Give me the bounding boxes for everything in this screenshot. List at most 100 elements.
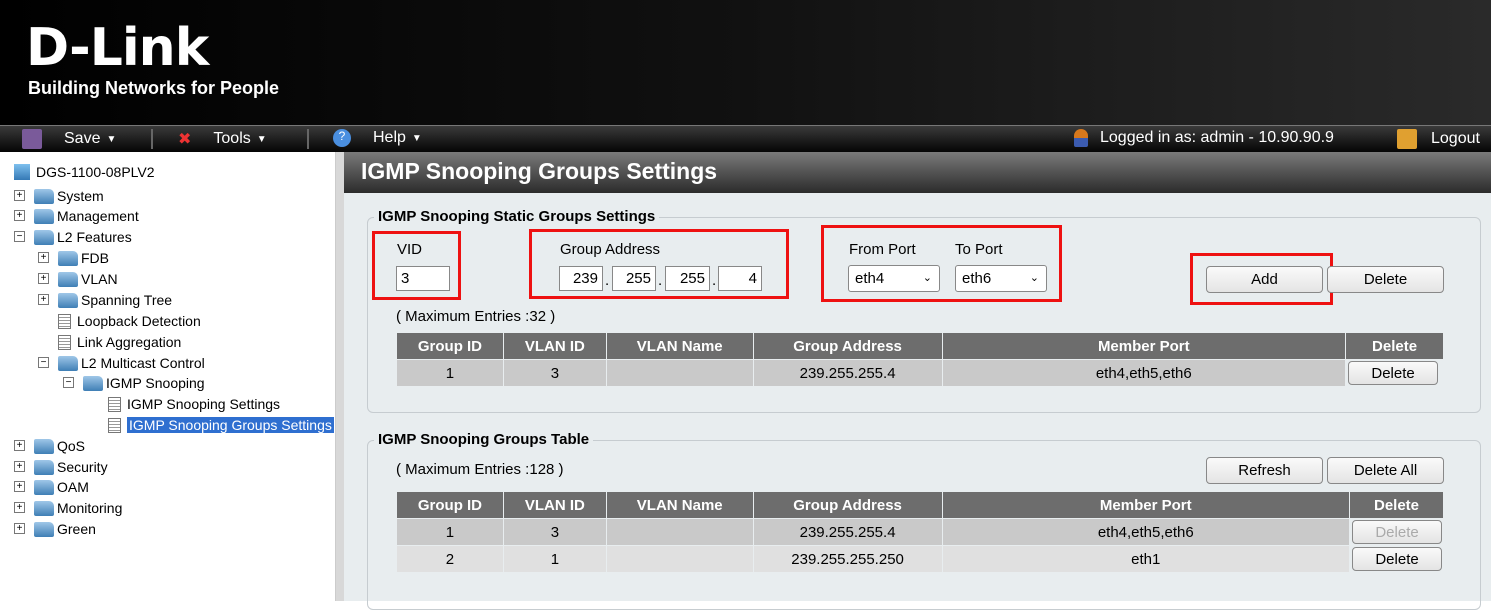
expand-toggle-icon[interactable]: +	[14, 461, 25, 472]
cell-vlan-id: 3	[502, 359, 607, 387]
cell-group-id: 1	[396, 518, 504, 546]
key-icon	[1397, 129, 1417, 149]
tree-item-label: Green	[57, 521, 96, 537]
cell-vlan-id: 3	[502, 518, 607, 546]
tools-menu[interactable]: ✖ Tools ▼	[178, 130, 267, 148]
toolbar: Save ▼ ✖ Tools ▼ ? Help ▼ Logged in as: admin…	[0, 125, 1491, 152]
document-icon	[58, 313, 71, 329]
tree-item-label: L2 Multicast Control	[81, 355, 205, 371]
expand-toggle-icon[interactable]: +	[38, 252, 49, 263]
chevron-down-icon: ▼	[106, 133, 117, 145]
tree-item[interactable]: + System	[14, 186, 104, 206]
dlink-logo: D-Link	[26, 18, 209, 78]
tree-item[interactable]: − L2 Features	[14, 227, 132, 247]
static-groups-table: Group ID VLAN ID VLAN Name Group Address Mem…	[396, 332, 1444, 387]
tree-item[interactable]: + OAM	[14, 477, 89, 497]
tree-item[interactable]: + VLAN	[38, 269, 118, 289]
tree-item-label: Spanning Tree	[81, 292, 173, 308]
vid-input[interactable]	[396, 266, 450, 291]
folder-icon	[34, 438, 54, 454]
chevron-down-icon: ▼	[411, 132, 422, 144]
user-icon	[1074, 129, 1088, 147]
expand-toggle-icon[interactable]: −	[14, 231, 25, 242]
tools-icon: ✖	[178, 131, 192, 148]
group-address-octet-3[interactable]	[665, 266, 710, 291]
expand-toggle-icon[interactable]: +	[38, 294, 49, 305]
col-vlan-name: VLAN Name	[605, 491, 754, 519]
table-row: 1 3 239.255.255.4 eth4,eth5,eth6 Delete	[396, 518, 1444, 546]
add-button[interactable]: Add	[1206, 266, 1323, 293]
table-row: 1 3 239.255.255.4 eth4,eth5,eth6 Delete	[396, 359, 1444, 387]
expand-toggle-icon[interactable]: +	[14, 523, 25, 534]
table-row: 2 1 239.255.255.250 eth1 Delete	[396, 545, 1444, 573]
expand-toggle-icon[interactable]: +	[14, 502, 25, 513]
tree-item[interactable]: + Green	[14, 519, 96, 539]
to-port-select[interactable]: eth6 ⌄	[955, 265, 1047, 292]
tree-item[interactable]: + Security	[14, 457, 108, 477]
cell-member-port: eth4,eth5,eth6	[941, 518, 1351, 546]
delete-button[interactable]: Delete	[1327, 266, 1444, 293]
col-member-port: Member Port	[941, 491, 1351, 519]
groups-table: Group ID VLAN ID VLAN Name Group Address Mem…	[396, 491, 1444, 573]
logo-tagline: Building Networks for People	[28, 78, 280, 98]
static-groups-legend: IGMP Snooping Static Groups Settings	[374, 208, 660, 225]
divider	[151, 129, 153, 149]
expand-toggle-icon[interactable]: +	[14, 210, 25, 221]
cell-vlan-name	[605, 518, 754, 546]
cell-group-id: 1	[396, 359, 504, 387]
tree-item[interactable]: − L2 Multicast Control	[38, 353, 205, 373]
expand-toggle-icon[interactable]: −	[38, 357, 49, 368]
to-port-label: To Port	[955, 241, 1003, 258]
expand-toggle-icon[interactable]: +	[14, 190, 25, 201]
highlight-ports	[821, 225, 1062, 302]
row-delete-button-disabled: Delete	[1352, 520, 1443, 544]
tree-item[interactable]: + FDB	[38, 248, 109, 268]
logout-button[interactable]: Logout	[1397, 129, 1480, 149]
tree-item[interactable]: IGMP Snooping Settings	[108, 394, 280, 414]
group-address-octet-2[interactable]	[612, 266, 656, 291]
vid-label: VID	[397, 241, 423, 258]
tree-item[interactable]: + Monitoring	[14, 498, 122, 518]
tree-item[interactable]: − IGMP Snooping	[63, 373, 205, 393]
tree-item-label: IGMP Snooping Groups Settings	[127, 417, 334, 433]
tree-item[interactable]: Loopback Detection	[58, 311, 201, 331]
tree-item-label: Management	[57, 208, 139, 224]
tree-item-label: IGMP Snooping	[106, 375, 205, 391]
expand-toggle-icon[interactable]: +	[14, 481, 25, 492]
expand-toggle-icon[interactable]: −	[63, 377, 74, 388]
expand-toggle-icon[interactable]: +	[38, 273, 49, 284]
page-title: IGMP Snooping Groups Settings	[344, 152, 1491, 193]
group-address-octet-1[interactable]	[559, 266, 603, 291]
col-group-id: Group ID	[396, 332, 504, 360]
chevron-down-icon: ▼	[256, 133, 267, 145]
tree-root-device[interactable]: DGS-1100-08PLV2	[14, 162, 155, 182]
logged-in-status: Logged in as: admin - 10.90.90.9	[1074, 129, 1334, 147]
header-banner: D-Link Building Networks for People	[0, 0, 1491, 125]
static-groups-fieldset	[367, 217, 1481, 413]
cell-vlan-name	[605, 359, 754, 387]
tree-item[interactable]: + Management	[14, 206, 139, 226]
tree-item-label: OAM	[57, 479, 89, 495]
tree-item[interactable]: + Spanning Tree	[38, 290, 173, 310]
from-port-select[interactable]: eth4 ⌄	[848, 265, 940, 292]
delete-all-button[interactable]: Delete All	[1327, 457, 1444, 484]
save-menu[interactable]: Save ▼	[22, 129, 116, 149]
tree-item-label: VLAN	[81, 271, 118, 287]
col-group-address: Group Address	[752, 332, 943, 360]
sidebar-splitter[interactable]	[336, 152, 344, 601]
tree-item[interactable]: + QoS	[14, 436, 85, 456]
tree-item[interactable]: IGMP Snooping Groups Settings	[108, 415, 334, 435]
divider	[307, 129, 309, 149]
expand-toggle-icon[interactable]: +	[14, 440, 25, 451]
group-address-octet-4[interactable]	[718, 266, 762, 291]
refresh-button[interactable]: Refresh	[1206, 457, 1323, 484]
table-header-row: Group ID VLAN ID VLAN Name Group Address Mem…	[396, 491, 1444, 519]
tree-item[interactable]: Link Aggregation	[58, 332, 181, 352]
highlight-group-address	[529, 229, 789, 299]
row-delete-button[interactable]: Delete	[1352, 547, 1443, 571]
help-menu[interactable]: ? Help ▼	[333, 129, 422, 147]
chevron-down-icon: ⌄	[1029, 272, 1039, 284]
computer-icon	[14, 164, 30, 180]
groups-table-legend: IGMP Snooping Groups Table	[374, 431, 594, 448]
row-delete-button[interactable]: Delete	[1348, 361, 1439, 385]
